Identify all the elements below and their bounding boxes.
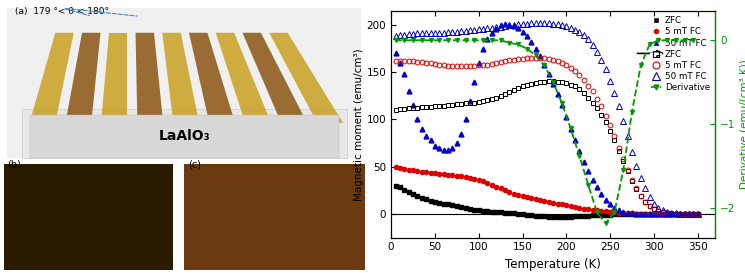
Polygon shape — [162, 33, 199, 123]
FancyBboxPatch shape — [184, 164, 365, 270]
FancyBboxPatch shape — [7, 8, 361, 158]
Text: (a)  179 °< θ < 180°: (a) 179 °< θ < 180° — [15, 7, 109, 16]
Legend: ZFC, 5 mT FC, 50 mT FC, ZFC, 5 mT FC, 50 mT FC, Derivative: ZFC, 5 mT FC, 50 mT FC, ZFC, 5 mT FC, 50… — [650, 15, 711, 93]
Polygon shape — [30, 115, 339, 158]
Y-axis label: Derivative (emu/(cm³ K)): Derivative (emu/(cm³ K)) — [740, 59, 745, 189]
Polygon shape — [66, 33, 101, 123]
Polygon shape — [216, 33, 271, 123]
Y-axis label: Magnetic moment (emu/cm³): Magnetic moment (emu/cm³) — [354, 48, 364, 201]
Polygon shape — [269, 33, 343, 123]
Text: (c): (c) — [188, 160, 201, 170]
FancyBboxPatch shape — [22, 109, 346, 158]
X-axis label: Temperature (K): Temperature (K) — [505, 258, 601, 271]
Polygon shape — [242, 33, 307, 123]
FancyBboxPatch shape — [4, 164, 174, 270]
Polygon shape — [189, 33, 235, 123]
Polygon shape — [101, 33, 127, 123]
Polygon shape — [30, 33, 74, 123]
Text: (b): (b) — [7, 160, 22, 170]
Text: LaAlO₃: LaAlO₃ — [159, 129, 210, 144]
Polygon shape — [136, 33, 163, 123]
